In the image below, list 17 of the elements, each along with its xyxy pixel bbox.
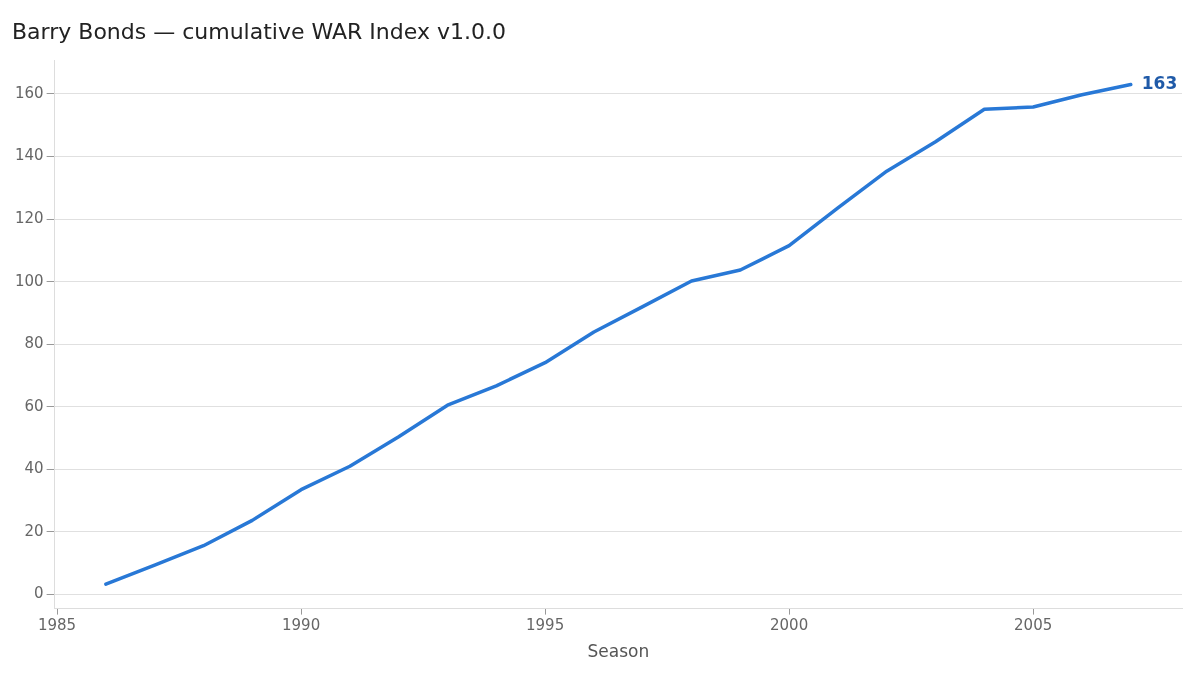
y-tick-label: 100 (14, 271, 44, 290)
x-tick-label: 1995 (526, 616, 565, 635)
y-tick-label: 0 (34, 584, 44, 603)
y-tick-label: 60 (24, 396, 44, 415)
x-tick-label: 2000 (770, 616, 809, 635)
y-tick-label: 120 (14, 208, 44, 227)
y-tick-label: 160 (14, 83, 44, 102)
y-tick-label: 40 (24, 459, 44, 478)
chart-title: Barry Bonds — cumulative WAR Index v1.0.0 (12, 18, 506, 44)
x-tick-label: 1990 (282, 616, 321, 635)
data-label: 163 (1141, 72, 1178, 93)
y-tick-label: 20 (24, 521, 44, 540)
y-tick-label: 80 (24, 334, 44, 353)
y-tick-label: 140 (14, 146, 44, 165)
x-tick-label: 2005 (1014, 616, 1053, 635)
x-tick-label: 1985 (37, 616, 77, 635)
x-axis-title: Season (587, 641, 650, 662)
